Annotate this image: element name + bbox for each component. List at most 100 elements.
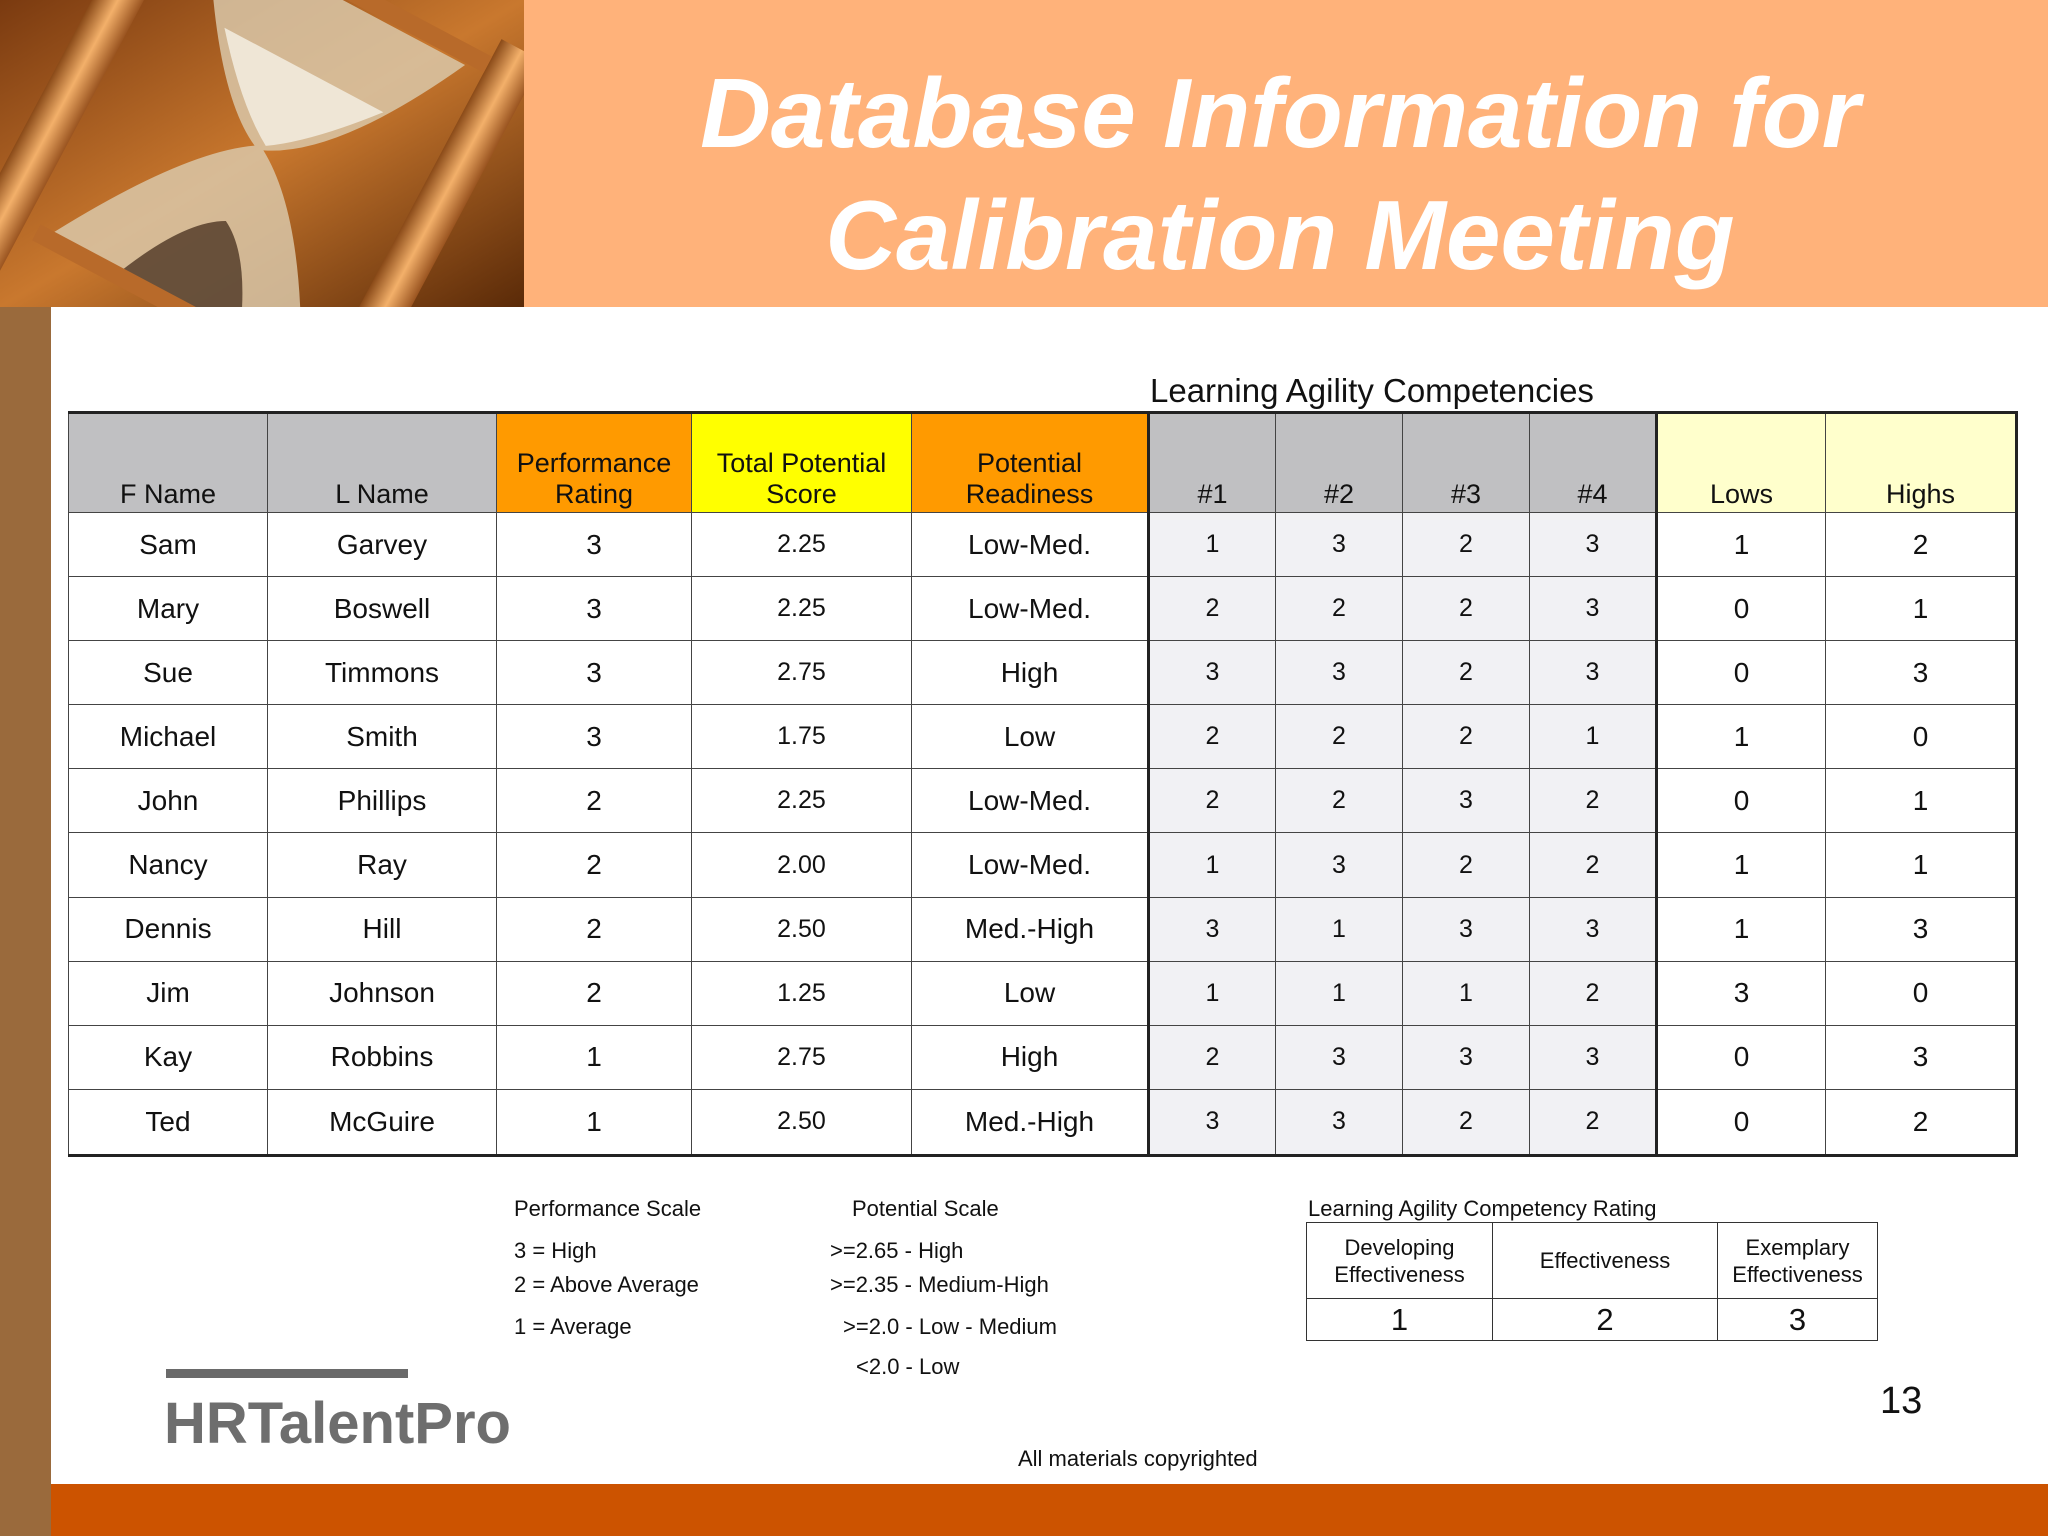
- title-band: [524, 0, 2048, 307]
- cell-performance: 1: [496, 1024, 692, 1090]
- table-row: Sam Garvey 3 2.25 Low-Med. 1 3 2 3 1 2: [68, 511, 2018, 578]
- cell-highs: 2: [1825, 1088, 2018, 1158]
- cell-fname: John: [68, 768, 268, 834]
- cell-c1: 2: [1147, 576, 1276, 642]
- cell-c1: 3: [1147, 640, 1276, 706]
- cell-c1: 2: [1147, 1024, 1276, 1090]
- header-potential-l1: Total Potential: [716, 448, 887, 478]
- potential-scale-title: Potential Scale: [852, 1196, 999, 1221]
- cell-c1: 2: [1147, 704, 1276, 770]
- cell-score: 2.00: [691, 832, 912, 898]
- header-competency-4: #4: [1529, 411, 1658, 513]
- cell-lows: 0: [1656, 768, 1826, 834]
- cell-c3: 3: [1402, 768, 1530, 834]
- cell-c1: 2: [1147, 768, 1276, 834]
- cell-lows: 1: [1656, 896, 1826, 962]
- cell-readiness: Low: [911, 960, 1149, 1026]
- cell-lname: Phillips: [267, 768, 497, 834]
- cell-readiness: Med.-High: [911, 896, 1149, 962]
- cell-readiness: High: [911, 1024, 1149, 1090]
- lac-header-l1: Exemplary: [1745, 1234, 1850, 1260]
- header-performance-rating: Performance Rating: [496, 411, 692, 513]
- cell-lname: McGuire: [267, 1088, 497, 1158]
- cell-c3: 2: [1402, 511, 1530, 578]
- cell-score: 2.50: [691, 896, 912, 962]
- cell-c2: 3: [1275, 832, 1403, 898]
- cell-lows: 1: [1656, 832, 1826, 898]
- cell-c4: 2: [1529, 960, 1658, 1026]
- cell-fname: Ted: [68, 1088, 268, 1158]
- calibration-table: F Name L Name Performance Rating Total P…: [68, 411, 2018, 1158]
- table-row: Sue Timmons 3 2.75 High 3 3 2 3 0 3: [68, 640, 2018, 706]
- cell-readiness: High: [911, 640, 1149, 706]
- cell-score: 2.25: [691, 576, 912, 642]
- learning-agility-label: Learning Agility Competencies: [1150, 372, 1594, 409]
- cell-c1: 1: [1147, 960, 1276, 1026]
- table-row: Kay Robbins 1 2.75 High 2 3 3 3 0 3: [68, 1024, 2018, 1090]
- cell-c4: 2: [1529, 1088, 1658, 1158]
- cell-lows: 0: [1656, 576, 1826, 642]
- cell-lname: Ray: [267, 832, 497, 898]
- header-competency-1: #1: [1147, 411, 1276, 513]
- cell-c3: 2: [1402, 704, 1530, 770]
- table-row: Jim Johnson 2 1.25 Low 1 1 1 2 3 0: [68, 960, 2018, 1026]
- cell-lows: 0: [1656, 640, 1826, 706]
- header-highs: Highs: [1825, 411, 2018, 513]
- lac-header-l1: Developing: [1344, 1234, 1455, 1260]
- header-fname: F Name: [68, 411, 268, 513]
- table-row: Michael Smith 3 1.75 Low 2 2 2 1 1 0: [68, 704, 2018, 770]
- cell-c2: 2: [1275, 704, 1403, 770]
- cell-c1: 1: [1147, 832, 1276, 898]
- lac-header-l2: Effectiveness: [1732, 1261, 1863, 1287]
- header-performance-l2: Rating: [554, 479, 634, 509]
- table-row: Mary Boswell 3 2.25 Low-Med. 2 2 2 3 0 1: [68, 576, 2018, 642]
- cell-c3: 3: [1402, 896, 1530, 962]
- copyright-text: All materials copyrighted: [1018, 1446, 1258, 1471]
- cell-lows: 1: [1656, 704, 1826, 770]
- cell-performance: 2: [496, 768, 692, 834]
- lac-rating-value: 3: [1717, 1298, 1878, 1341]
- cell-highs: 0: [1825, 704, 2018, 770]
- cell-performance: 2: [496, 896, 692, 962]
- cell-score: 2.75: [691, 640, 912, 706]
- cell-fname: Sam: [68, 511, 268, 578]
- slide-title-line2: Calibration Meeting: [825, 180, 1735, 290]
- header-lname: L Name: [267, 411, 497, 513]
- cell-c1: 1: [1147, 511, 1276, 578]
- cell-c4: 3: [1529, 576, 1658, 642]
- cell-c2: 2: [1275, 768, 1403, 834]
- table-row: Nancy Ray 2 2.00 Low-Med. 1 3 2 2 1 1: [68, 832, 2018, 898]
- cell-c2: 1: [1275, 960, 1403, 1026]
- cell-performance: 2: [496, 832, 692, 898]
- cell-performance: 3: [496, 511, 692, 578]
- cell-c2: 1: [1275, 896, 1403, 962]
- left-accent-bar: [0, 307, 51, 1536]
- cell-lname: Johnson: [267, 960, 497, 1026]
- table-row: Dennis Hill 2 2.50 Med.-High 3 1 3 3 1 3: [68, 896, 2018, 962]
- cell-c4: 1: [1529, 704, 1658, 770]
- cell-fname: Sue: [68, 640, 268, 706]
- cell-performance: 1: [496, 1088, 692, 1158]
- cell-c3: 2: [1402, 640, 1530, 706]
- cell-score: 1.75: [691, 704, 912, 770]
- cell-lname: Boswell: [267, 576, 497, 642]
- header-performance-l1: Performance: [516, 448, 672, 478]
- cell-lname: Timmons: [267, 640, 497, 706]
- cell-score: 2.25: [691, 511, 912, 578]
- cell-lname: Hill: [267, 896, 497, 962]
- cell-c3: 1: [1402, 960, 1530, 1026]
- lac-rating-title: Learning Agility Competency Rating: [1308, 1196, 1657, 1221]
- slide-title-line1: Database Information for: [700, 58, 1860, 168]
- cell-score: 2.25: [691, 768, 912, 834]
- potential-scale-item: <2.0 - Low: [856, 1354, 960, 1379]
- cell-c3: 2: [1402, 832, 1530, 898]
- table-header-row: F Name L Name Performance Rating Total P…: [68, 411, 2018, 513]
- cell-c4: 3: [1529, 640, 1658, 706]
- cell-readiness: Low-Med.: [911, 576, 1149, 642]
- cell-lname: Smith: [267, 704, 497, 770]
- cell-c4: 3: [1529, 1024, 1658, 1090]
- cell-c4: 3: [1529, 511, 1658, 578]
- cell-c4: 2: [1529, 832, 1658, 898]
- potential-scale-item: >=2.65 - High: [830, 1238, 964, 1263]
- lac-rating-table: Developing Effectiveness Effectiveness E…: [1306, 1222, 1878, 1341]
